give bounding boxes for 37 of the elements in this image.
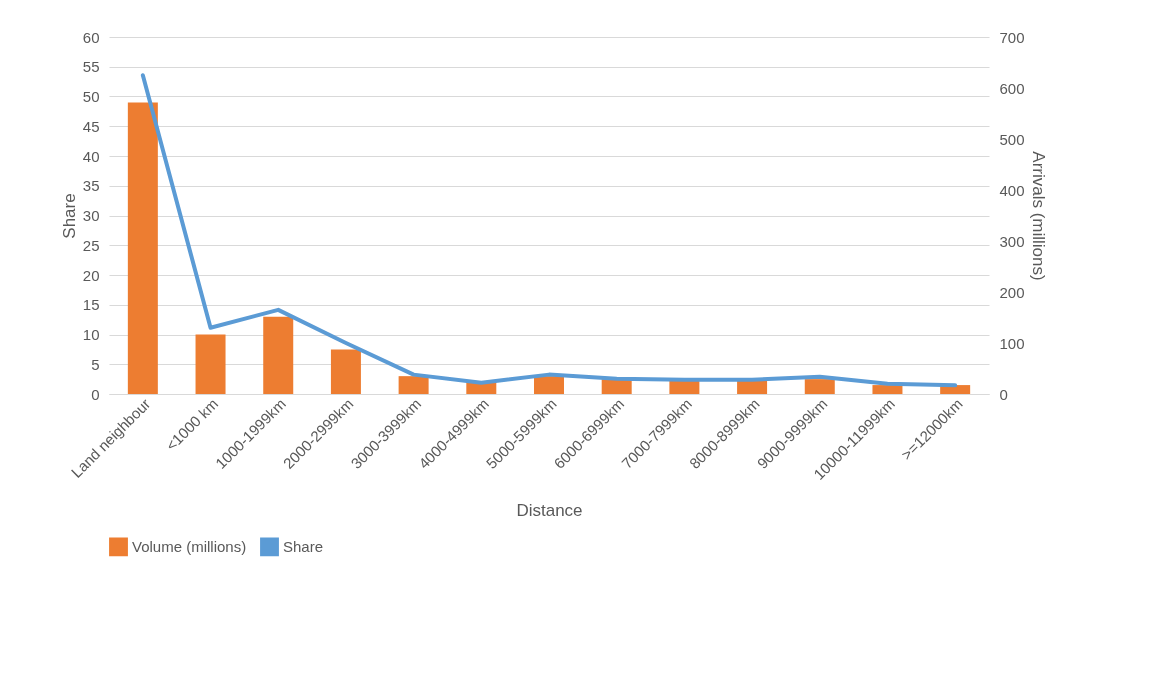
y-tick-label: 45: [82, 117, 100, 135]
legend-label: Share: [283, 537, 324, 555]
y-tick-label: 60: [82, 28, 100, 46]
y2-tick-label: 500: [999, 130, 1025, 148]
bar: [872, 385, 903, 394]
bar: [195, 334, 226, 394]
y-tick-label: 20: [82, 266, 100, 284]
y-tick-label: 15: [82, 296, 100, 314]
y-tick-label: 35: [82, 177, 100, 195]
y-tick-label: 10: [82, 326, 100, 343]
y2-tick-label: 600: [999, 79, 1025, 97]
y-tick-label: 0: [91, 385, 100, 403]
bar: [534, 376, 564, 394]
y2-axis-title: Arrivals (millions): [1028, 151, 1048, 281]
x-axis-title: Distance: [516, 500, 583, 520]
y2-tick-label: 400: [999, 181, 1025, 199]
y2-tick-label: 700: [999, 28, 1025, 46]
y-tick-label: 50: [82, 88, 100, 105]
bar: [263, 316, 294, 394]
line-series: [140, 73, 958, 388]
bar: [127, 102, 158, 394]
y-tick-label: 25: [82, 236, 100, 254]
y2-tick-label: 100: [999, 334, 1025, 352]
y-tick-label: 55: [82, 58, 100, 76]
bar: [737, 380, 768, 394]
y-tick-label: 5: [91, 355, 100, 373]
y-tick-label: 30: [82, 207, 100, 224]
bar: [804, 379, 835, 394]
y2-tick-label: 200: [999, 283, 1025, 301]
legend-label: Volume (millions): [132, 537, 247, 555]
y-tick-label: 40: [82, 147, 100, 165]
y2-tick-label: 0: [999, 385, 1008, 403]
y-axis-title: Share: [59, 193, 79, 239]
bar: [330, 349, 361, 394]
bar: [398, 376, 429, 394]
bar: [669, 380, 700, 394]
y2-tick-label: 300: [999, 232, 1025, 250]
